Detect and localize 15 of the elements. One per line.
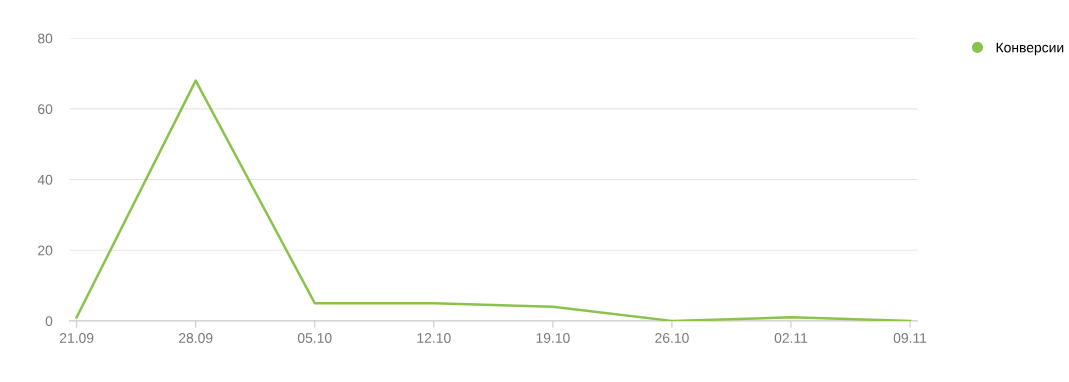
y-tick-label: 60 — [38, 104, 53, 115]
x-tick-label: 12.10 — [417, 333, 451, 343]
y-tick-label: 80 — [37, 33, 53, 44]
x-tick-label: 21.09 — [59, 333, 94, 343]
x-tick-label: 05.10 — [297, 333, 332, 343]
y-tick-label: 20 — [38, 245, 53, 256]
y-tick-label: 40 — [37, 174, 53, 185]
y-tick-label: 0 — [45, 316, 53, 327]
line-series — [75, 79, 912, 321]
x-tick-label: 09.11 — [893, 333, 927, 343]
x-tick-label: 26.10 — [655, 333, 689, 343]
x-tick-label: 02.11 — [774, 333, 808, 343]
x-tick-label: 19.10 — [536, 333, 570, 343]
legend-label: Конверсии — [996, 42, 1064, 56]
x-tick-label: 28.09 — [179, 333, 213, 343]
